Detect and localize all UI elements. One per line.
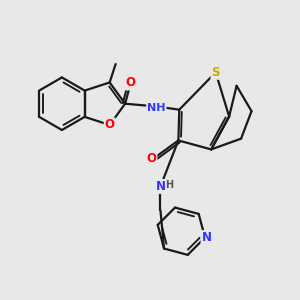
Text: NH: NH (147, 103, 166, 113)
Text: O: O (146, 152, 157, 166)
Text: O: O (105, 118, 115, 131)
Text: S: S (212, 66, 220, 79)
Text: N: N (202, 231, 212, 244)
Text: H: H (165, 180, 173, 190)
Text: O: O (126, 76, 136, 89)
Text: N: N (155, 180, 166, 193)
